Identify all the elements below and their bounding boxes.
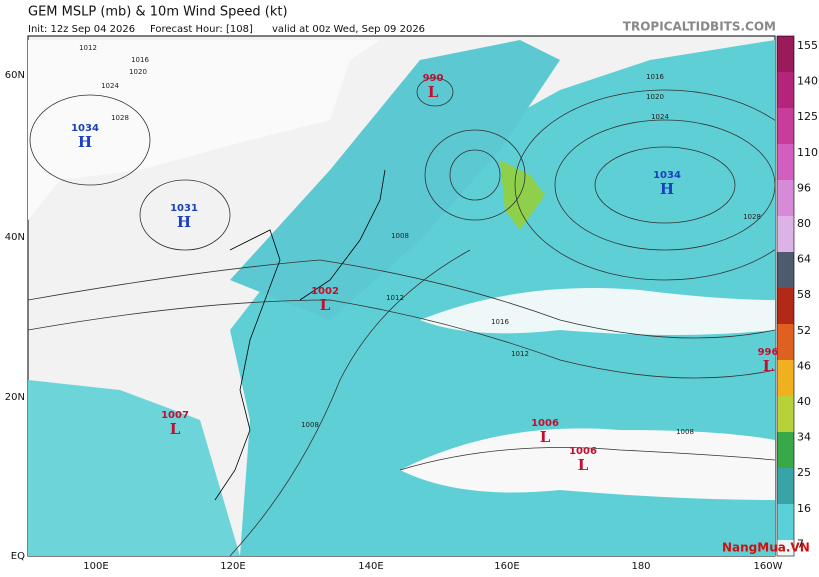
isobar-label: 1012 [386,294,404,302]
center-value: 996 [758,347,779,358]
colorbar-label: 96 [797,181,811,194]
valid-time: valid at 00z Wed, Sep 09 2026 [272,24,425,35]
colorbar-label: 64 [797,253,811,266]
map [27,35,776,557]
lat-label: EQ [11,551,25,562]
colorbar-label: 52 [797,324,811,337]
lat-label: 60N [5,70,25,81]
isobar-label: 1016 [491,318,509,326]
center-value: 990 [423,73,444,84]
center-value: 1031 [170,203,198,214]
init: Init: 12z Sep 04 2026 [28,24,135,35]
center-value: 1006 [569,446,597,457]
colorbar-label: 7 [797,537,804,550]
colorbar-label: 155 [797,39,818,52]
colorbar [776,35,795,557]
lon-label: 160E [494,561,519,572]
center-letter: L [170,420,181,438]
isobar-label: 1016 [646,73,664,81]
title: GEM MSLP (mb) & 10m Wind Speed (kt) [28,5,288,20]
isobar-label: 1016 [131,56,149,64]
colorbar-label: 125 [797,110,818,123]
isobar-label: 1024 [101,82,119,90]
isobar-label: 1028 [743,213,761,221]
center-letter: H [660,180,674,198]
lon-label: 120E [220,561,245,572]
colorbar-label: 80 [797,217,811,230]
lon-label: 100E [83,561,108,572]
forecast-hour: Forecast Hour: [108] [150,24,253,35]
isobar-label: 1024 [651,113,669,121]
watermark: NangMua.VN [722,541,810,555]
center-value: 1034 [653,170,681,181]
source: TROPICALTIDBITS.COM [623,20,776,34]
colorbar-label: 40 [797,395,811,408]
center-value: 1034 [71,123,99,134]
lat-label: 40N [5,232,25,243]
isobar-label: 1008 [676,428,694,436]
colorbar-label: 34 [797,431,811,444]
center-value: 1002 [311,286,339,297]
colorbar-label: 110 [797,146,818,159]
isobar-label: 1012 [511,350,529,358]
center-letter: L [578,456,589,474]
lon-label: 180 [631,561,650,572]
lat-label: 20N [5,392,25,403]
isobar-label: 1008 [301,421,319,429]
colorbar-label: 46 [797,359,811,372]
center-letter: L [540,428,551,446]
colorbar-label: 25 [797,466,811,479]
lon-label: 160W [754,561,783,572]
colorbar-label: 16 [797,502,811,515]
center-value: 1007 [161,410,189,421]
center-letter: L [428,83,439,101]
isobar-label: 1012 [79,44,97,52]
center-letter: H [78,133,92,151]
isobar-label: 1028 [111,114,129,122]
lon-label: 140E [358,561,383,572]
center-letter: L [320,296,331,314]
colorbar-label: 140 [797,75,818,88]
isobar-label: 1020 [129,68,147,76]
center-letter: H [177,213,191,231]
colorbar-label: 58 [797,288,811,301]
center-value: 1006 [531,418,559,429]
isobar-label: 1020 [646,93,664,101]
center-letter: L [763,357,774,375]
isobar-label: 1008 [391,232,409,240]
